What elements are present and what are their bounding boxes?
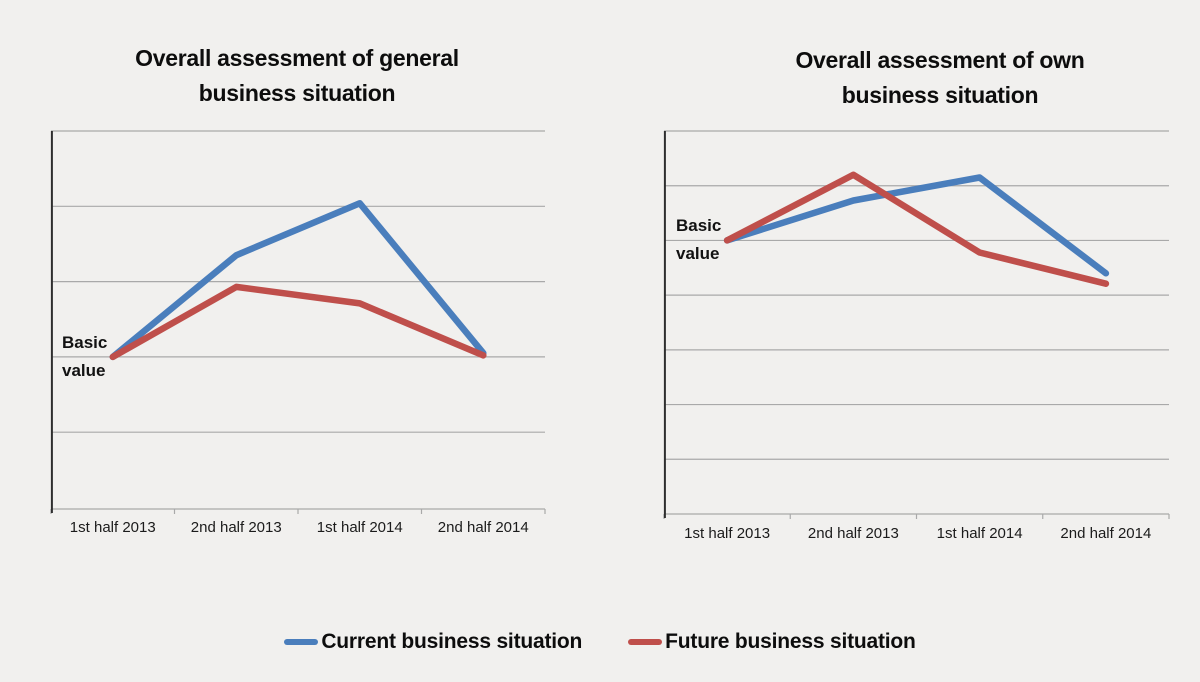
legend-label-future: Future business situation	[665, 630, 916, 653]
x-tick-label: 1st half 2013	[684, 525, 771, 542]
chart-title-own: Overall assessment of own business situa…	[795, 47, 1085, 108]
line-chart-general	[50, 130, 546, 514]
x-axis-labels-general: 1st half 2013 2nd half 2013 1st half 2014 2…	[51, 519, 545, 536]
legend-item-current: Current business situation	[284, 630, 582, 654]
x-tick-label: 2nd half 2013	[190, 519, 282, 536]
chart-title-general: Overall assessment of general business s…	[135, 45, 459, 106]
x-tick-label: 1st half 2013	[69, 519, 156, 536]
x-tick-label: 2nd half 2013	[807, 525, 899, 542]
x-tick-label: 1st half 2014	[936, 525, 1023, 542]
x-tick-label: 2nd half 2014	[437, 519, 529, 536]
legend-label-current: Current business situation	[321, 630, 583, 653]
line-chart-own	[663, 130, 1170, 519]
x-tick-label: 1st half 2014	[316, 519, 403, 536]
legend-swatch-current-icon	[284, 639, 319, 645]
plot-area-own: Basic value	[663, 130, 1170, 519]
legend-swatch-future-icon	[628, 639, 663, 645]
basic-value-label: Basic value	[62, 333, 108, 380]
basic-value-label: Basic value	[676, 216, 722, 263]
plot-area-general: Basic value	[50, 130, 546, 514]
legend-item-future: Future business situation	[628, 630, 916, 654]
x-tick-label: 2nd half 2014	[1060, 525, 1152, 542]
chart-legend: Current business situation Future busine…	[0, 630, 1200, 654]
x-axis-labels-own: 1st half 2013 2nd half 2013 1st half 2014 2…	[664, 525, 1169, 542]
